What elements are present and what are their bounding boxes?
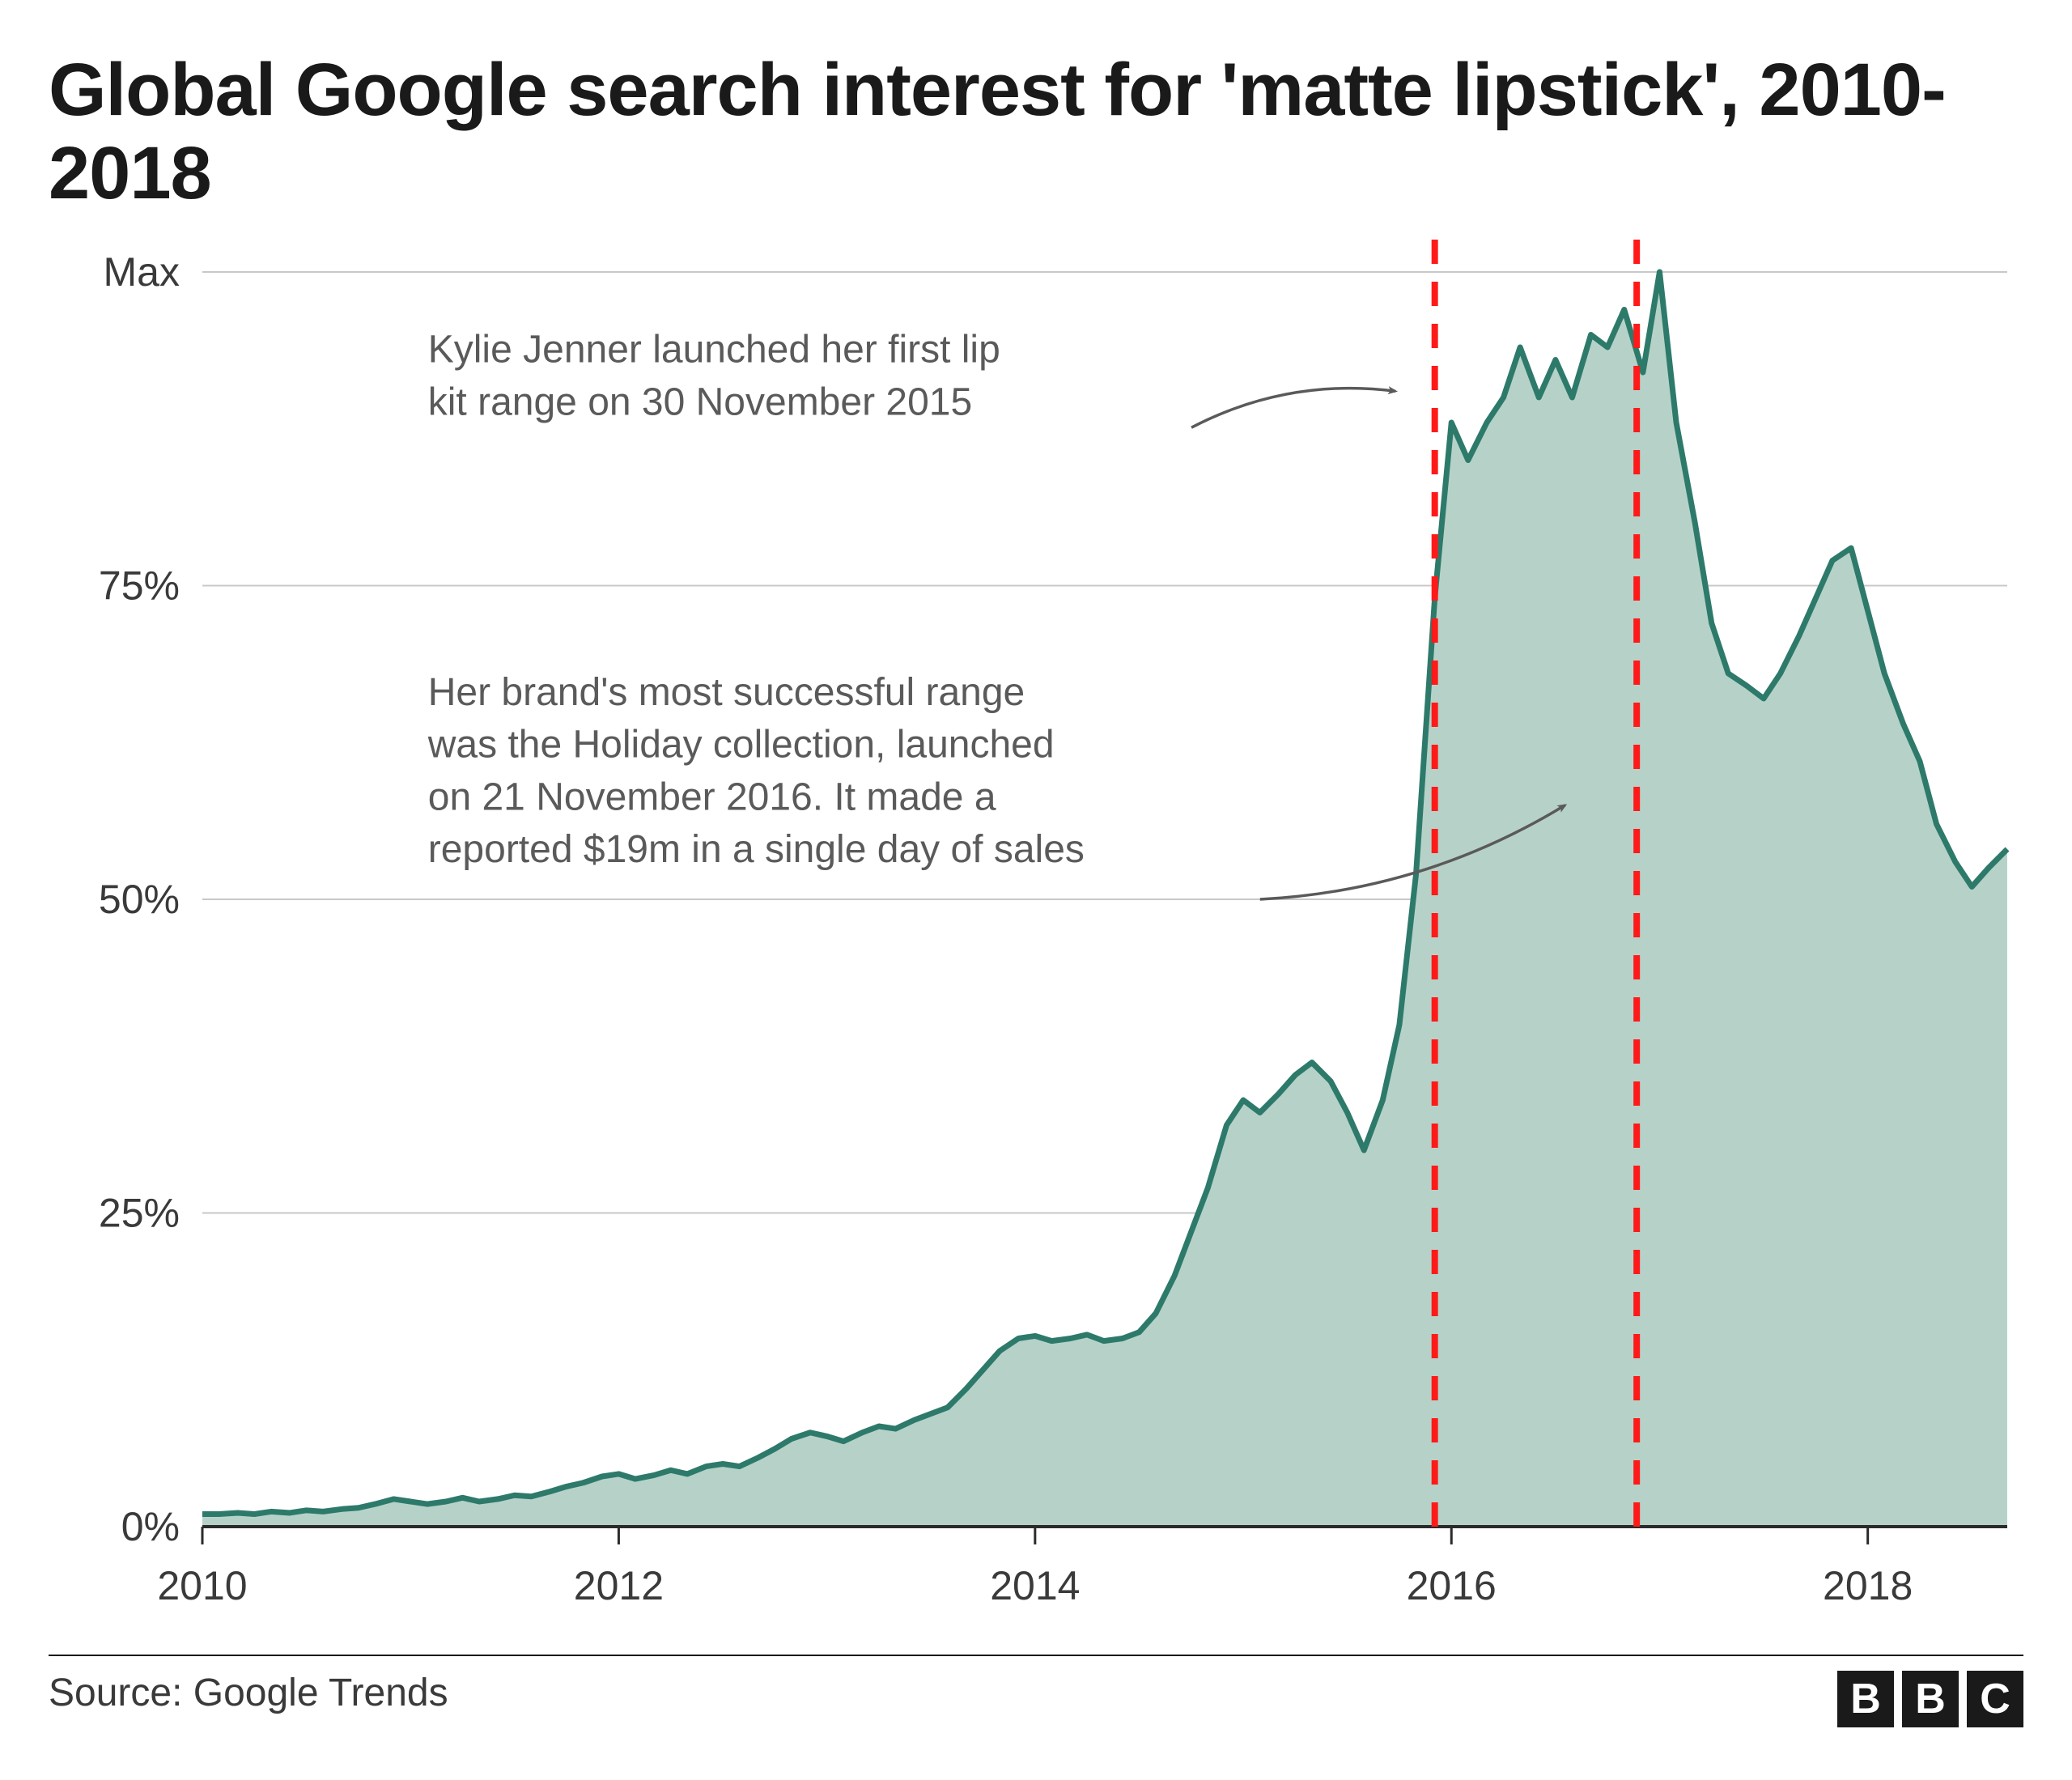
chart-container: Global Google search interest for 'matte… bbox=[0, 0, 2072, 1780]
svg-text:2016: 2016 bbox=[1407, 1563, 1497, 1608]
svg-text:2012: 2012 bbox=[574, 1563, 664, 1608]
area-chart-svg: 0% 25% 50% 75% Max 2010 2012 2014 2016 2018 Kylie … bbox=[49, 240, 2023, 1632]
svg-text:Max: Max bbox=[104, 249, 180, 295]
svg-text:75%: 75% bbox=[99, 563, 180, 609]
svg-text:0%: 0% bbox=[121, 1504, 180, 1549]
svg-text:Her brand's most successful ra: Her brand's most successful rangewas the… bbox=[427, 671, 1085, 871]
svg-text:2010: 2010 bbox=[157, 1563, 247, 1608]
svg-text:Kylie Jenner launched her firs: Kylie Jenner launched her first lipkit r… bbox=[428, 329, 1000, 424]
svg-text:25%: 25% bbox=[99, 1191, 180, 1236]
footer: Source: Google Trends B B C bbox=[49, 1655, 2023, 1727]
svg-text:50%: 50% bbox=[99, 877, 180, 922]
bbc-logo-letter: B bbox=[1837, 1671, 1894, 1727]
chart-title: Global Google search interest for 'matte… bbox=[49, 49, 2023, 215]
svg-text:2018: 2018 bbox=[1823, 1563, 1913, 1608]
bbc-logo-letter: B bbox=[1902, 1671, 1959, 1727]
bbc-logo: B B C bbox=[1837, 1671, 2023, 1727]
source-label: Source: Google Trends bbox=[49, 1671, 448, 1715]
plot-area: 0% 25% 50% 75% Max 2010 2012 2014 2016 2018 Kylie … bbox=[49, 240, 2023, 1632]
svg-text:2014: 2014 bbox=[990, 1563, 1080, 1608]
bbc-logo-letter: C bbox=[1967, 1671, 2023, 1727]
